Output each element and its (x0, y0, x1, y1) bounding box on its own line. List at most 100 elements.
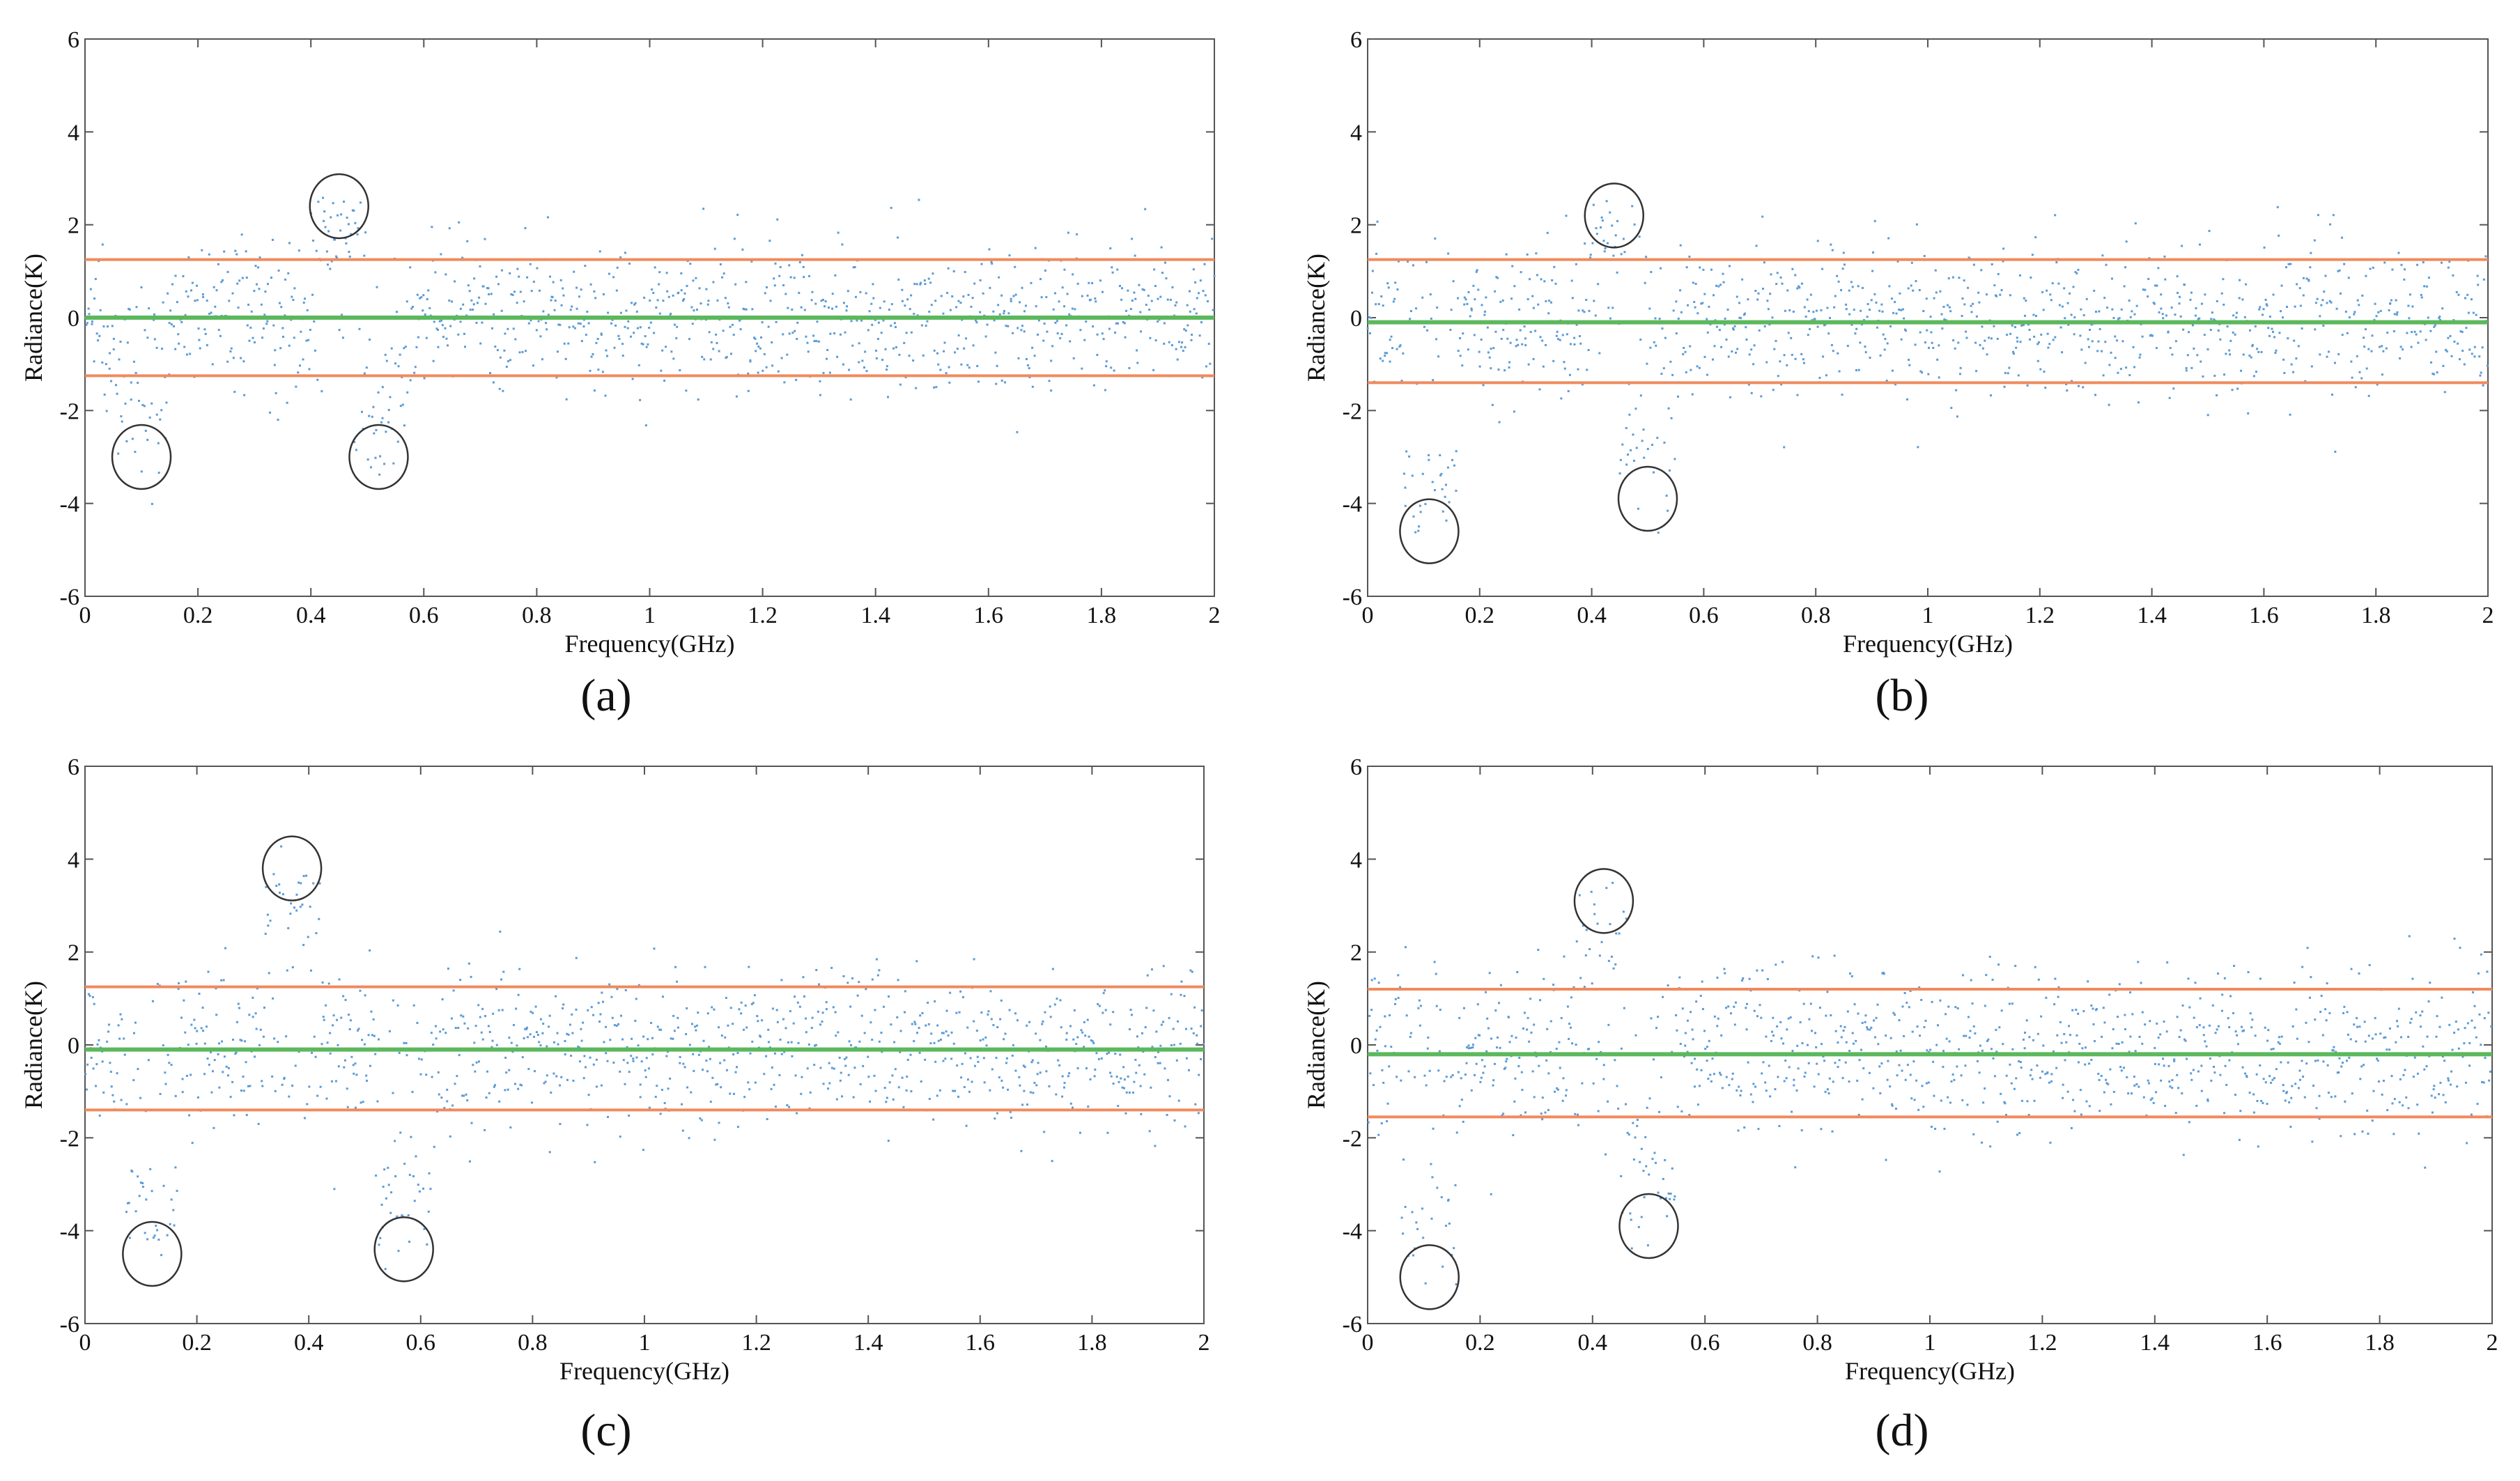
scatter-point (1370, 979, 1373, 982)
scatter-point (683, 1066, 686, 1069)
scatter-point (1545, 343, 1547, 346)
scatter-point (1454, 1184, 1457, 1186)
scatter-point (851, 977, 854, 979)
scatter-point (819, 1023, 822, 1026)
scatter-point (1686, 1019, 1689, 1022)
scatter-point (653, 947, 656, 950)
scatter-point (1063, 305, 1066, 308)
scatter-point (477, 1004, 480, 1007)
scatter-point (217, 263, 219, 265)
scatter-point (1492, 1079, 1495, 1082)
scatter-point (2018, 274, 2021, 277)
scatter-point (1433, 489, 1436, 492)
scatter-point (343, 200, 346, 203)
scatter-point (1056, 332, 1059, 335)
scatter-point (1166, 1114, 1168, 1117)
scatter-point (910, 1090, 913, 1093)
scatter-point (673, 323, 676, 326)
scatter-point (337, 1065, 340, 1068)
scatter-point (187, 256, 190, 258)
scatter-point (137, 382, 139, 385)
scatter-point (266, 283, 269, 286)
x-tick-label: 0.6 (1689, 603, 1719, 628)
scatter-point (632, 1060, 635, 1062)
scatter-point (884, 348, 887, 350)
scatter-point (859, 1083, 862, 1085)
scatter-point (2257, 350, 2260, 353)
scatter-point (878, 1040, 881, 1043)
scatter-point (1611, 881, 1614, 884)
scatter-point (338, 329, 341, 332)
scatter-point (215, 1014, 218, 1016)
scatter-point (2242, 353, 2245, 356)
scatter-point (1853, 309, 1855, 311)
scatter-point (498, 1100, 501, 1103)
scatter-point (1186, 324, 1189, 327)
scatter-point (849, 398, 852, 401)
scatter-point (1668, 469, 1671, 472)
scatter-point (538, 1041, 541, 1044)
scatter-point (2033, 1099, 2036, 1102)
scatter-point (1162, 965, 1165, 968)
scatter-point (2429, 329, 2432, 332)
scatter-point (592, 1014, 595, 1016)
scatter-point (2216, 1028, 2218, 1031)
scatter-point (1069, 1025, 1072, 1028)
scatter-point (1669, 1197, 1671, 1200)
scatter-point (1575, 323, 1578, 326)
scatter-point (1706, 331, 1709, 334)
scatter-point (324, 226, 327, 228)
scatter-point (366, 458, 369, 461)
scatter-point (1464, 1073, 1467, 1076)
y-tick-label: -4 (60, 492, 79, 518)
scatter-point (748, 1088, 751, 1091)
scatter-point (2305, 277, 2308, 280)
scatter-point (1777, 1076, 1779, 1078)
scatter-point (224, 947, 227, 949)
scatter-point (773, 284, 776, 287)
scatter-point (2311, 1140, 2314, 1143)
scatter-point (1898, 1064, 1901, 1067)
scatter-point (1561, 334, 1564, 336)
scatter-point (619, 311, 622, 314)
scatter-point (807, 1043, 810, 1046)
scatter-point (2340, 1135, 2342, 1138)
scatter-point (2388, 1027, 2391, 1030)
scatter-point (245, 1061, 247, 1064)
scatter-point (2480, 371, 2482, 374)
scatter-point (412, 1175, 415, 1178)
scatter-point (241, 277, 244, 279)
scatter-point (1761, 1072, 1763, 1075)
scatter-point (665, 346, 667, 348)
scatter-point (2028, 329, 2031, 332)
scatter-point (690, 1023, 693, 1025)
scatter-point (178, 982, 180, 985)
scatter-point (479, 342, 482, 345)
scatter-point (2131, 1013, 2134, 1016)
scatter-point (2236, 387, 2239, 390)
scatter-point (396, 1215, 399, 1218)
outlier-circle (1584, 183, 1645, 249)
scatter-point (425, 1073, 428, 1076)
scatter-point (593, 389, 596, 392)
scatter-point (449, 325, 452, 327)
scatter-point (467, 284, 470, 287)
scatter-point (287, 926, 290, 929)
scatter-point (1163, 342, 1166, 345)
scatter-point (2069, 1034, 2071, 1037)
scatter-point (1653, 471, 1655, 474)
scatter-point (2348, 316, 2351, 319)
scatter-point (2400, 263, 2403, 266)
scatter-point (797, 1041, 800, 1044)
scatter-point (2408, 935, 2411, 938)
scatter-point (980, 1011, 983, 1014)
scatter-point (2008, 1002, 2011, 1005)
scatter-point (1866, 1026, 1869, 1029)
scatter-point (1546, 231, 1549, 234)
scatter-point (349, 1019, 352, 1022)
scatter-point (1954, 1006, 1957, 1009)
scatter-point (999, 1018, 1002, 1021)
scatter-point (1101, 1011, 1104, 1014)
scatter-point (258, 256, 261, 259)
scatter-point (1873, 1036, 1876, 1039)
